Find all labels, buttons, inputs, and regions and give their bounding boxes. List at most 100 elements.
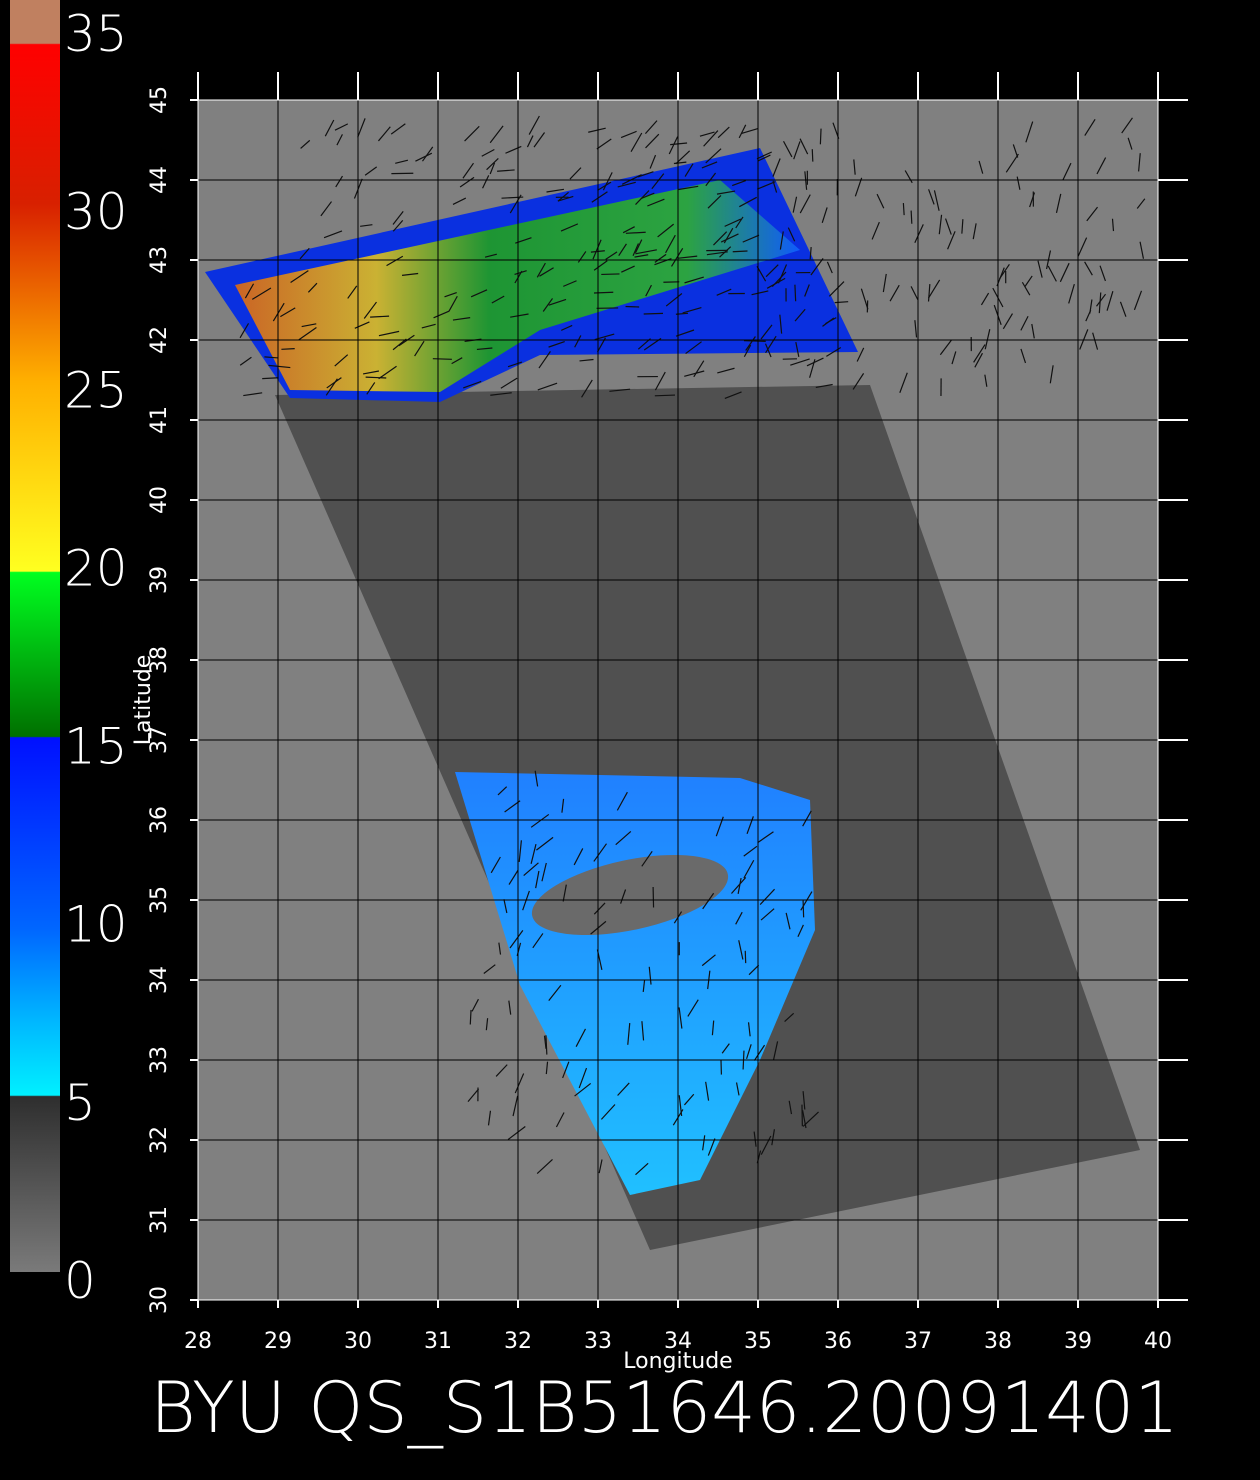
wind-barb [804, 284, 810, 297]
wind-barb [1085, 309, 1092, 322]
wind-barb [984, 329, 991, 350]
wind-barb [735, 216, 744, 229]
wind-barb [634, 239, 643, 254]
wind-barb [598, 1159, 603, 1174]
wind-barb [1031, 323, 1035, 339]
wind-barb [563, 280, 577, 287]
x-tick-label: 29 [264, 1329, 292, 1354]
x-tick-label: 39 [1064, 1329, 1092, 1354]
wind-barb [487, 1110, 492, 1126]
wind-barb [1136, 198, 1146, 209]
wind-barb [534, 770, 539, 787]
wind-barb [748, 964, 760, 976]
wind-barb [871, 221, 880, 240]
wind-barb [560, 324, 573, 331]
colorbar [10, 0, 60, 1272]
wind-barb [621, 174, 642, 185]
wind-barb [745, 336, 756, 351]
wind-barb [642, 979, 646, 992]
wind-barb [414, 340, 425, 357]
wind-barb [579, 358, 594, 362]
wind-barb [325, 378, 338, 396]
wind-barb [290, 270, 309, 284]
wind-barb [630, 132, 643, 152]
wind-barb [548, 298, 567, 306]
wind-barb [495, 1064, 508, 1077]
wind-barb [621, 265, 635, 273]
wind-barb [593, 902, 606, 915]
wind-barb [1068, 283, 1075, 304]
wind-barb [300, 139, 311, 149]
wind-barb [771, 1129, 776, 1146]
wind-barb [535, 870, 540, 889]
x-tick-label: 34 [664, 1329, 692, 1354]
wind-barb [335, 175, 344, 188]
wind-barb [1098, 292, 1102, 314]
wind-barb [732, 250, 748, 253]
wind-barb [882, 273, 887, 293]
wind-barb [640, 192, 655, 200]
wind-barb [766, 277, 786, 289]
wind-barb [974, 352, 984, 368]
wind-barb [262, 377, 279, 380]
wind-barb [772, 1041, 779, 1061]
wind-barb [787, 227, 796, 242]
y-tick-label: 35 [147, 886, 172, 914]
wind-barb [541, 862, 547, 882]
wind-barb [801, 1110, 807, 1129]
wind-barb [548, 984, 562, 1001]
wind-barb [904, 170, 913, 184]
wind-barb [772, 180, 778, 193]
wind-barb [347, 285, 358, 299]
y-tick-label: 36 [147, 806, 172, 834]
wind-barb [938, 214, 943, 235]
wind-barb [671, 248, 684, 267]
wind-barb [673, 161, 687, 165]
wind-barb [647, 198, 665, 207]
wind-barb [530, 813, 550, 828]
wind-barb [645, 284, 652, 297]
wind-barb [593, 291, 614, 294]
wind-barb [1084, 261, 1093, 276]
wind-barb [615, 830, 632, 846]
wind-barb [509, 930, 524, 949]
wind-barb [735, 911, 743, 925]
wind-barb [1020, 348, 1027, 364]
wind-barb [1059, 262, 1070, 283]
wind-barb [711, 1020, 715, 1036]
wind-barb [360, 224, 373, 227]
x-tick-label: 31 [424, 1329, 452, 1354]
wind-barb [889, 284, 900, 302]
wind-barb [334, 123, 349, 131]
wind-barb [716, 190, 736, 195]
wind-barb [678, 185, 699, 191]
wind-barb [651, 173, 665, 190]
wind-barb [717, 126, 730, 139]
wind-barb [548, 341, 565, 348]
wind-barb [1055, 193, 1062, 214]
wind-barb [272, 302, 285, 322]
y-tick-label: 41 [147, 406, 172, 434]
wind-barb [268, 364, 291, 369]
wind-barb [533, 132, 546, 148]
wind-barb [486, 158, 499, 171]
wind-barb [378, 330, 400, 337]
x-tick-label: 38 [984, 1329, 1012, 1354]
x-tick-label: 33 [584, 1329, 612, 1354]
wind-barb [1096, 293, 1107, 307]
wind-barb [386, 255, 404, 267]
wind-barb [485, 1018, 489, 1031]
wind-barb [737, 877, 742, 894]
x-tick-label: 28 [184, 1329, 212, 1354]
wind-barb [555, 1112, 565, 1128]
wind-barb [536, 262, 546, 278]
wind-barb [301, 323, 317, 328]
wind-barb [806, 357, 824, 367]
wind-barb [635, 1162, 649, 1176]
wind-barb [821, 207, 828, 224]
wind-barb [334, 354, 349, 367]
wind-barb [802, 1091, 806, 1110]
wind-barb [324, 119, 335, 137]
wind-barb [799, 138, 809, 155]
